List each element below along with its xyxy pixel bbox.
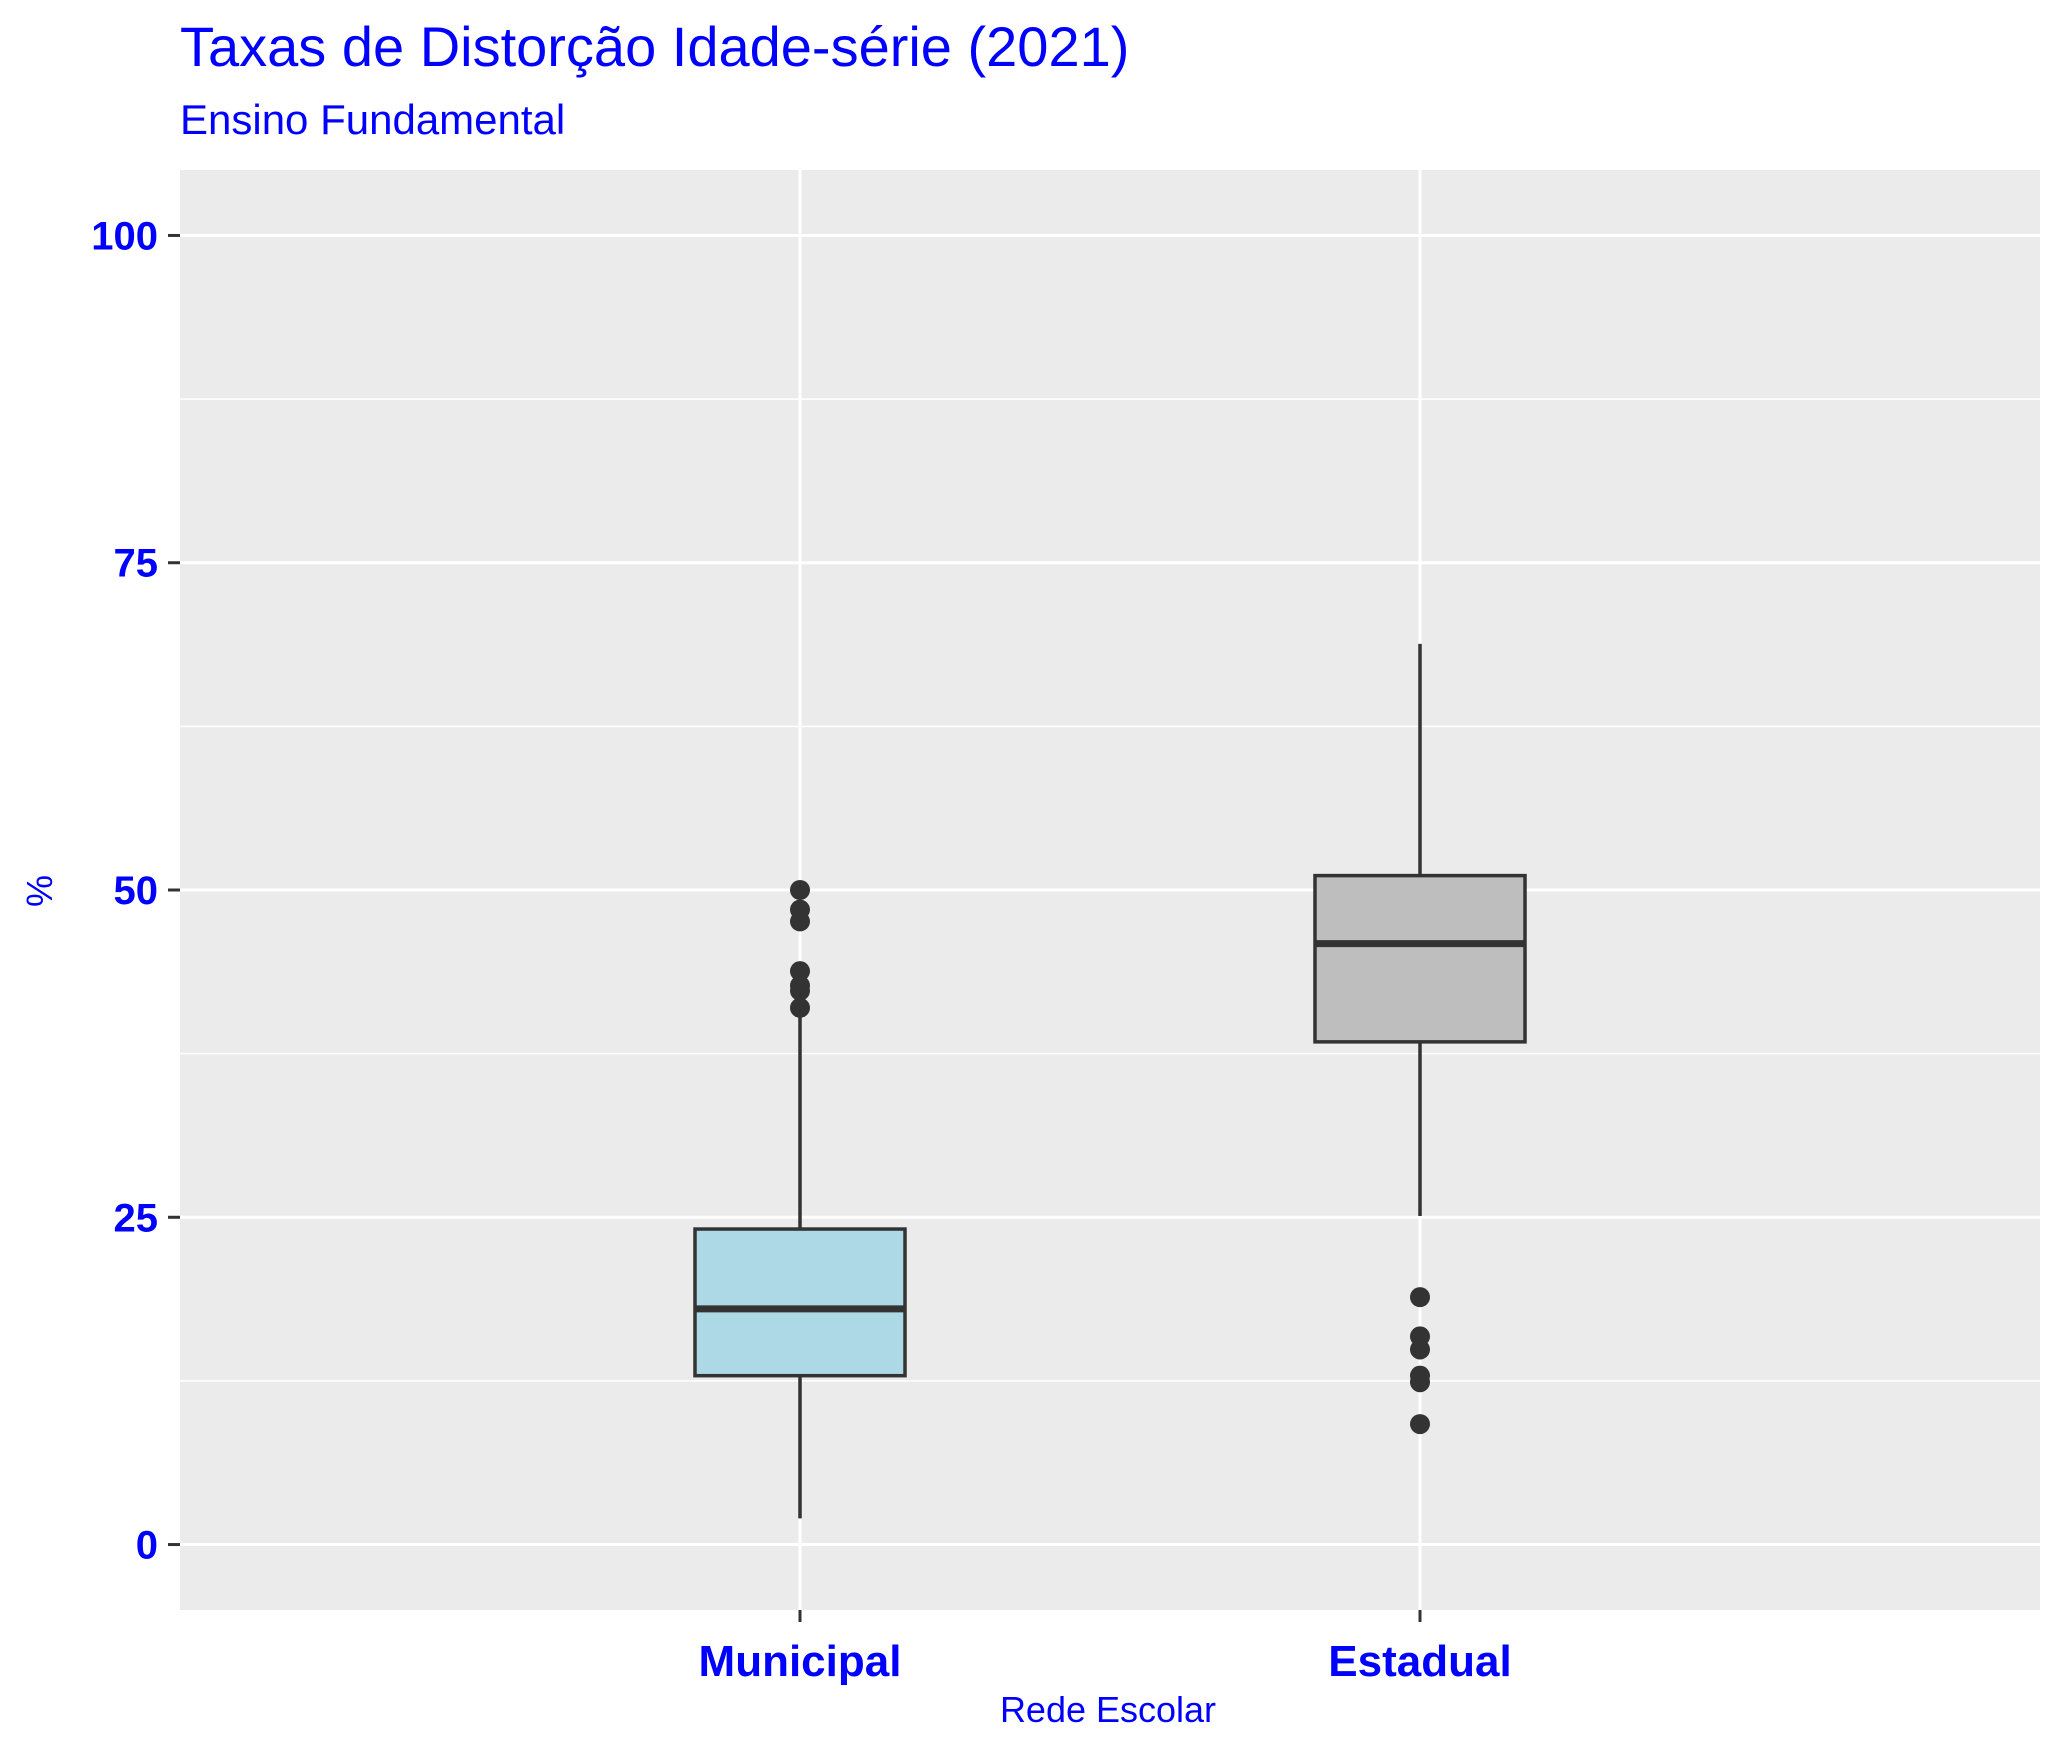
outlier-point: [790, 961, 810, 982]
x-tick-label: Estadual: [1328, 1637, 1511, 1686]
x-axis-label: Rede Escolar: [1000, 1689, 1216, 1730]
x-axis: Municipal Estadual: [699, 1610, 1512, 1686]
outlier-point: [790, 975, 810, 996]
outlier-point: [790, 880, 810, 900]
outlier-point: [1410, 1414, 1430, 1435]
chart-title: Taxas de Distorção Idade-série (2021): [180, 15, 1129, 78]
box: [693, 1227, 907, 1378]
y-tick-label: 100: [91, 214, 158, 258]
outlier-point: [1410, 1326, 1430, 1347]
boxes: [693, 643, 1527, 1519]
y-tick-label: 0: [136, 1524, 158, 1568]
box: [1313, 873, 1527, 1044]
y-axis: 0 25 50 75 100: [91, 214, 180, 1568]
outlier-point: [1410, 1287, 1430, 1308]
y-tick-label: 25: [114, 1196, 159, 1240]
outlier-point: [790, 899, 810, 920]
outlier-point: [1410, 1365, 1430, 1386]
y-tick-label: 75: [114, 542, 159, 586]
y-tick-label: 50: [114, 869, 159, 913]
outlier-point: [790, 997, 810, 1018]
x-tick-label: Municipal: [699, 1637, 902, 1686]
y-axis-label: %: [19, 875, 60, 907]
chart-subtitle: Ensino Fundamental: [180, 96, 565, 143]
